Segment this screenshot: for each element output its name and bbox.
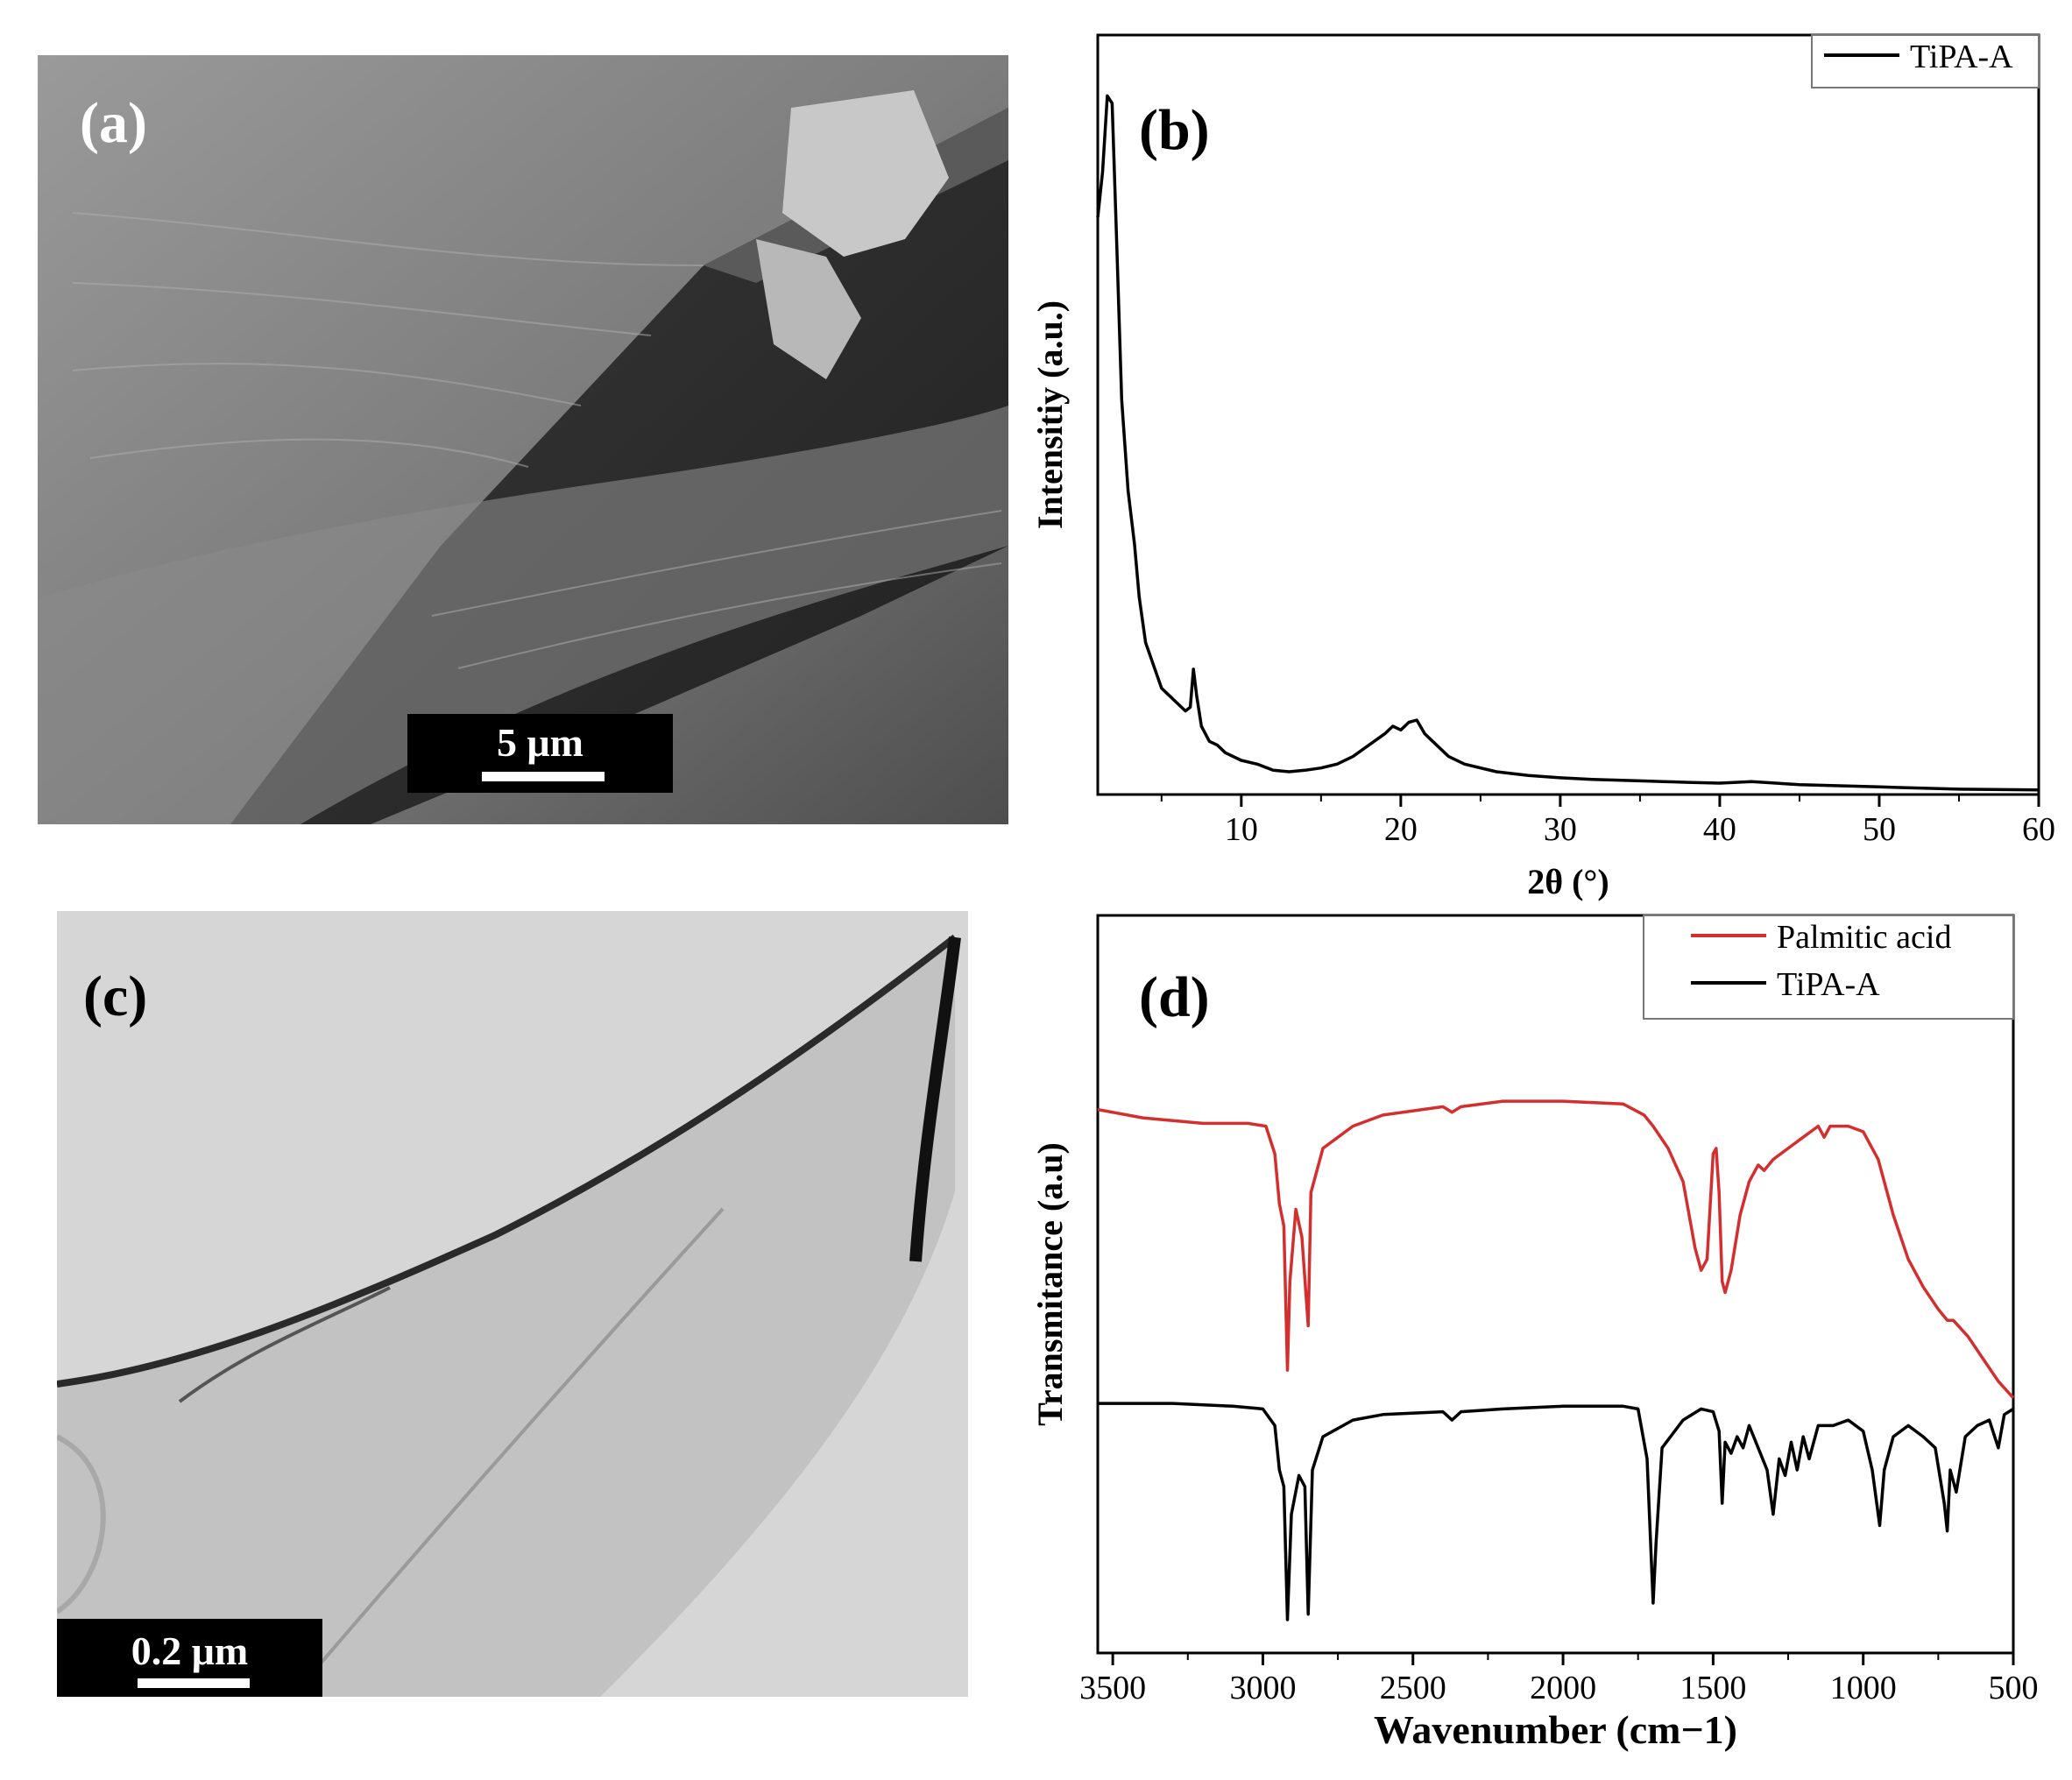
scale-bar-a-label: 5 μm — [497, 720, 583, 765]
scale-bar-c: 0.2 μm — [57, 1619, 322, 1697]
x-tick-label: 20 — [1384, 811, 1418, 848]
x-tick-label: 1000 — [1830, 1670, 1897, 1706]
x-tick-label: 2000 — [1530, 1670, 1596, 1706]
y-axis-label: Transmitance (a.u) — [1030, 1142, 1070, 1426]
x-tick-label: 10 — [1225, 811, 1258, 848]
x-axis-label: 2θ (°) — [1527, 862, 1609, 901]
x-tick-label: 30 — [1544, 811, 1577, 848]
panel-label: (b) — [1139, 98, 1210, 162]
legend-box — [1811, 34, 2040, 88]
scale-bar-c-line — [138, 1678, 250, 1688]
series-line-tipa-a — [1096, 94, 2040, 792]
plot-frame — [1096, 914, 2015, 1655]
y-axis-label: Intensitiy (a.u.) — [1030, 300, 1070, 529]
x-tick-label: 1500 — [1680, 1670, 1746, 1706]
legend-label: TiPA-A — [1910, 39, 2013, 75]
x-tick-label: 40 — [1703, 811, 1736, 848]
tem-texture — [57, 911, 968, 1697]
legend-label: TiPA-A — [1777, 966, 1880, 1003]
scale-bar-c-label: 0.2 μm — [131, 1628, 249, 1673]
tem-image: (c) 0.2 μm — [57, 911, 968, 1697]
x-tick-label: 500 — [1989, 1670, 2039, 1706]
x-axis-label: Wavenumber (cm−1) — [1374, 1707, 1737, 1752]
legend-box — [1643, 915, 2014, 1020]
sem-image: (a) 5 μm — [38, 55, 1008, 824]
scale-bar-a: 5 μm — [407, 714, 673, 793]
series-line-palmitic-acid — [1097, 1099, 2015, 1399]
x-tick-label: 60 — [2022, 811, 2055, 848]
legend-label: Palmitic acid — [1777, 919, 1951, 956]
x-tick-label: 3500 — [1079, 1670, 1146, 1706]
panel-label-a: (a) — [80, 91, 147, 155]
series-line-tipa-a — [1098, 1402, 2014, 1621]
scale-bar-a-line — [482, 772, 605, 781]
x-tick-label: 2500 — [1380, 1670, 1446, 1706]
panel-label: (d) — [1139, 965, 1210, 1029]
x-tick-label: 3000 — [1229, 1670, 1296, 1706]
sem-texture — [38, 55, 1008, 824]
x-tick-label: 50 — [1863, 811, 1896, 848]
plot-frame — [1096, 33, 2040, 796]
panel-label-c: (c) — [83, 964, 148, 1028]
